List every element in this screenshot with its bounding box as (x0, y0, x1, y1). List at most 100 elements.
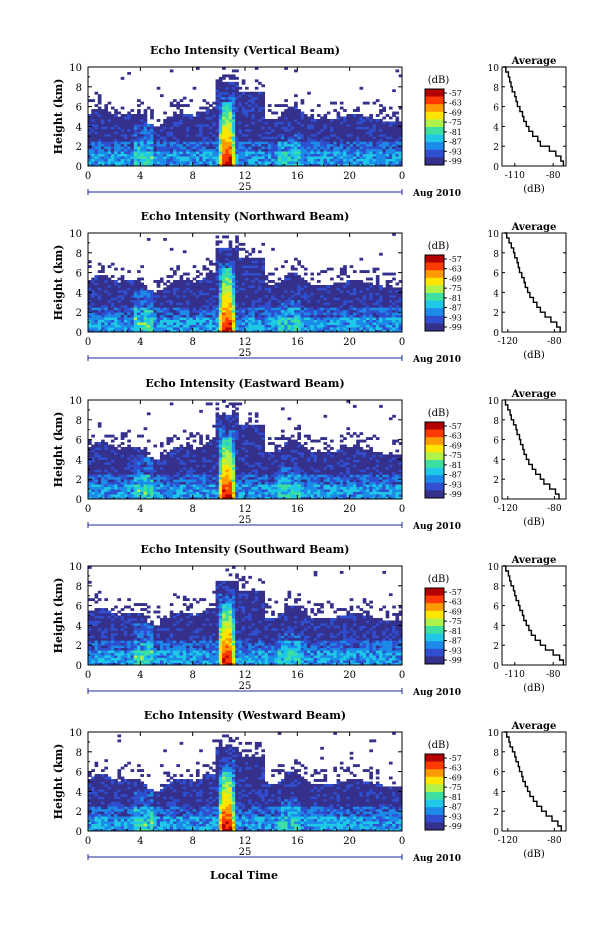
heatmap-cell (254, 104, 259, 108)
heatmap-cell (231, 101, 236, 105)
heatmap-cell (104, 133, 109, 137)
heatmap-cell (215, 156, 220, 159)
heatmap-cell (228, 277, 233, 281)
heatmap-cell (241, 260, 246, 264)
heatmap-cell (205, 123, 210, 127)
heatmap-cell (205, 280, 210, 283)
heatmap-cell (192, 153, 197, 157)
heatmap-cell (352, 312, 357, 316)
heatmap-cell (101, 322, 105, 325)
heatmap-cell (349, 158, 354, 162)
heatmap-cell (228, 307, 233, 311)
heatmap-cell (91, 447, 95, 450)
heatmap-cell (248, 307, 252, 311)
heatmap-cell (333, 101, 337, 105)
heatmap-cell (150, 153, 154, 157)
heatmap-cell (107, 289, 112, 293)
heatmap-cell (395, 121, 400, 125)
heatmap-cell (330, 329, 334, 333)
heatmap-cell (254, 109, 259, 112)
heatmap-cell (274, 314, 279, 318)
heatmap-cell (127, 289, 131, 293)
heatmap-cell (238, 272, 243, 276)
heatmap-cell (94, 118, 99, 122)
heatmap-cell (313, 121, 318, 125)
heatmap-cell (94, 151, 99, 155)
heatmap-cell (251, 104, 256, 108)
heatmap-cell (310, 304, 315, 308)
heatmap-cell (173, 138, 177, 142)
heatmap-cell (137, 133, 141, 137)
colorbar-tick-label: -99 (449, 323, 462, 332)
heatmap-cell (173, 270, 177, 274)
heatmap-cell (369, 141, 373, 145)
heatmap-cell (228, 81, 233, 85)
heatmap-cell (202, 111, 207, 115)
heatmap-cell (382, 302, 387, 306)
heatmap-cell (137, 282, 141, 286)
heatmap-cell (346, 294, 351, 298)
heatmap-cell (88, 491, 92, 495)
heatmap-cell (245, 272, 249, 276)
heatmap-cell (182, 322, 187, 325)
heatmap-cell (248, 327, 252, 330)
heatmap-cell (241, 327, 246, 330)
heatmap-cell (189, 327, 194, 330)
heatmap-cell (123, 294, 128, 298)
heatmap-cell (189, 158, 194, 162)
heatmap-cell (280, 302, 285, 306)
heatmap-cell (356, 302, 360, 306)
heatmap-cell (107, 489, 112, 492)
colorbar-segment (425, 119, 444, 128)
heatmap-cell (231, 143, 236, 147)
heatmap-cell (382, 143, 387, 147)
heatmap-cell (101, 287, 105, 291)
heatmap-cell (366, 317, 370, 321)
heatmap-cell (215, 299, 220, 303)
heatmap-cell (349, 292, 354, 296)
heatmap-cell (228, 242, 233, 246)
heatmap-cell (189, 128, 194, 132)
heatmap-cell (264, 314, 269, 318)
heatmap-cell (133, 307, 138, 311)
heatmap-cell (287, 292, 292, 296)
heatmap-cell (274, 299, 279, 303)
heatmap-cell (179, 294, 184, 298)
heatmap-cell (238, 151, 243, 155)
heatmap-cell (294, 314, 298, 318)
heatmap-cell (97, 309, 102, 313)
heatmap-cell (137, 319, 141, 323)
heatmap-cell (330, 322, 334, 325)
heatmap-cell (110, 484, 115, 488)
heatmap-cell (385, 297, 390, 301)
heatmap-cell (235, 287, 239, 291)
heatmap-cell (143, 133, 148, 137)
heatmap-cell (176, 299, 180, 303)
heatmap-cell (117, 151, 122, 155)
heatmap-cell (320, 116, 324, 120)
heatmap-cell (297, 275, 301, 278)
heatmap-cell (182, 304, 187, 308)
heatmap-cell (189, 292, 194, 296)
heatmap-cell (245, 314, 249, 318)
heatmap-cell (323, 123, 328, 127)
heatmap-cell (277, 302, 282, 306)
heatmap-cell (264, 158, 269, 162)
heatmap-cell (297, 148, 301, 152)
heatmap-cell (379, 324, 383, 328)
heatmap-cell (228, 104, 233, 108)
heatmap-cell (339, 277, 344, 281)
heatmap-cell (222, 277, 226, 281)
heatmap-cell (130, 156, 135, 159)
heatmap-cell (388, 126, 393, 130)
heatmap-cell (264, 329, 269, 333)
heatmap-cell (385, 327, 390, 330)
heatmap-cell (166, 116, 171, 120)
heatmap-cell (186, 153, 190, 157)
heatmap-cell (117, 133, 122, 137)
heatmap-cell (251, 272, 256, 276)
heatmap-cell (369, 151, 373, 155)
heatmap-cell (392, 304, 396, 308)
heatmap-cell (140, 282, 144, 286)
heatmap-cell (225, 94, 230, 98)
